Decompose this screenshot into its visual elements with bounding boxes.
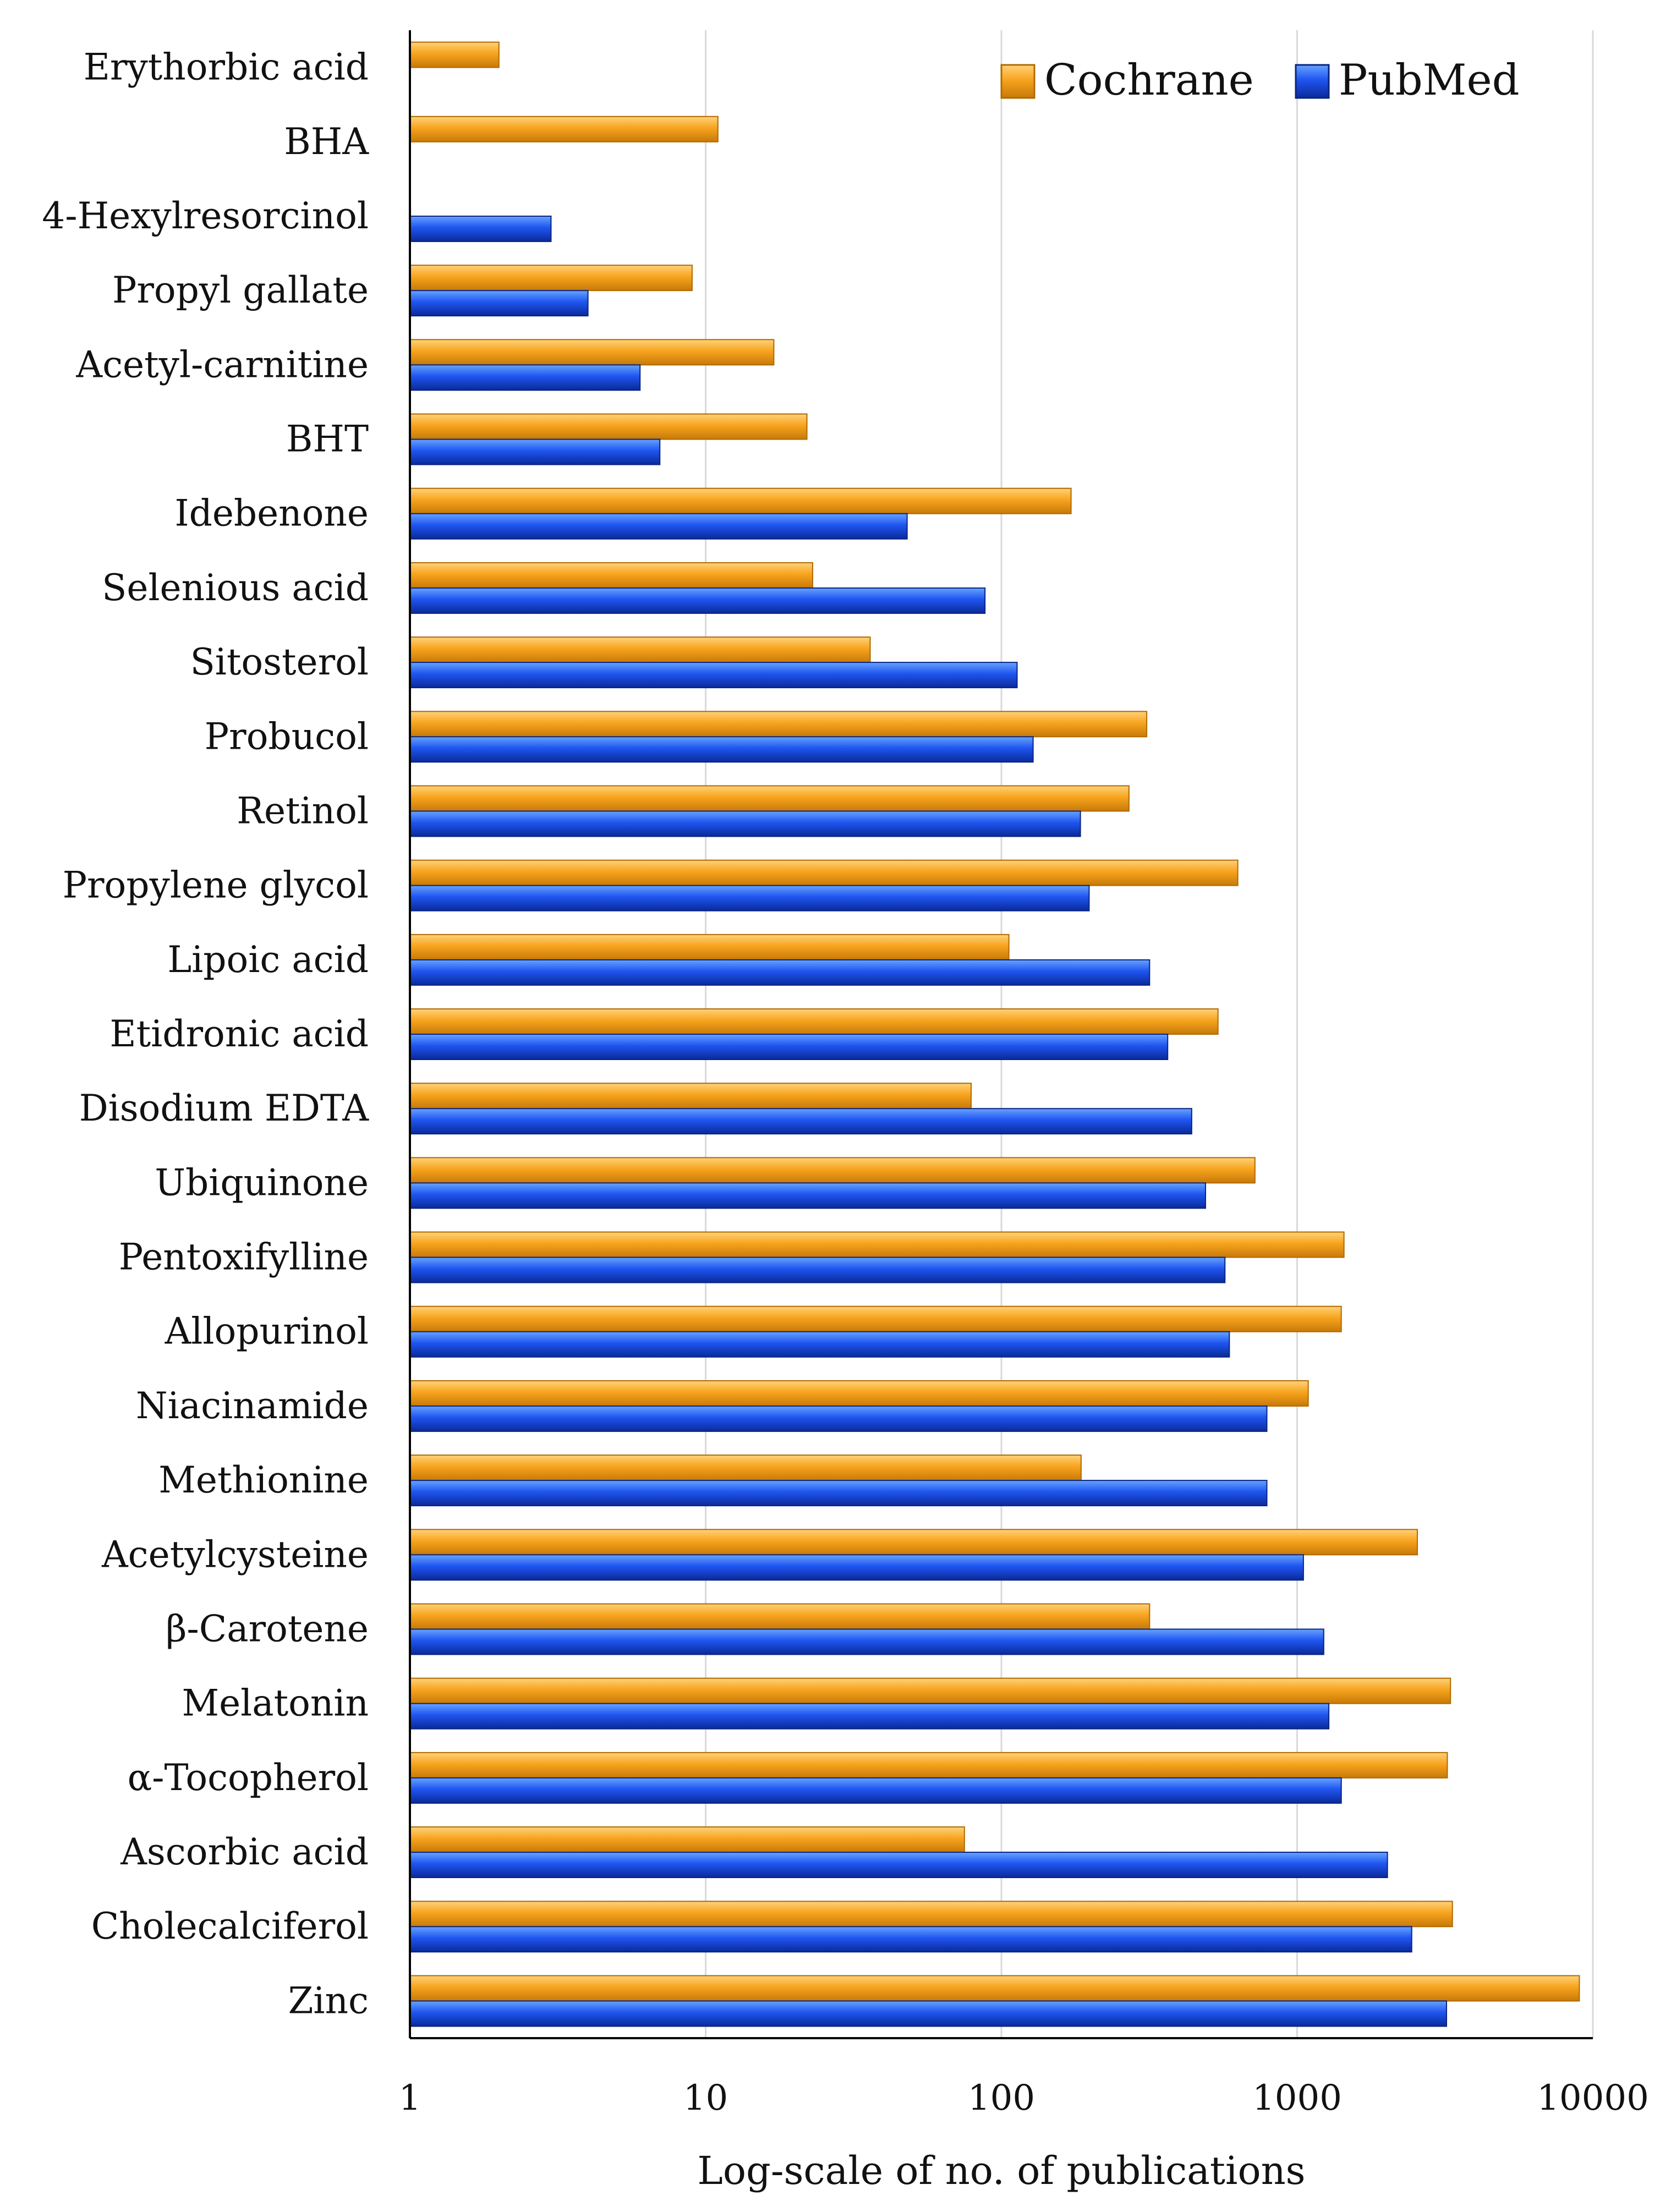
bar-pubmed-5 [409, 364, 641, 391]
category-labels: Erythorbic acid BHA 4-Hexylresorcinol Propy… [42, 46, 369, 2022]
bar-pubmed-6 [409, 438, 661, 465]
bar-pubmed-27 [409, 2000, 1448, 2027]
bar-pubmed-18 [409, 1331, 1230, 1358]
bar-cochrane-17 [409, 1231, 1345, 1258]
legend-label-cochrane: Cochrane [1044, 56, 1254, 105]
legend: Cochrane PubMed [1000, 56, 1520, 105]
bar-pubmed-17 [409, 1256, 1226, 1283]
bar-pubmed-8 [409, 587, 986, 614]
bar-pubmed-16 [409, 1182, 1206, 1209]
legend-label-pubmed: PubMed [1339, 56, 1520, 105]
bar-cochrane-24 [409, 1752, 1448, 1779]
category-label: Propyl gallate [112, 269, 369, 311]
category-label: Selenious acid [102, 567, 369, 609]
x-tick-label: 100 [968, 2078, 1035, 2118]
bar-cochrane-20 [409, 1454, 1082, 1481]
category-label: Zinc [288, 1979, 369, 2022]
bar-cochrane-14 [409, 1008, 1219, 1035]
x-tick-labels: 1 10 100 1000 10000 [399, 2078, 1649, 2118]
bar-cochrane-4 [409, 265, 693, 292]
bar-cochrane-18 [409, 1305, 1342, 1332]
bar-pubmed-23 [409, 1703, 1330, 1730]
category-label: Ubiquinone [155, 1161, 369, 1204]
bar-cochrane-6 [409, 413, 808, 440]
bar-cochrane-7 [409, 487, 1072, 514]
category-label: α-Tocopherol [128, 1757, 369, 1799]
bar-cochrane-5 [409, 339, 775, 366]
bar-cochrane-26 [409, 1901, 1453, 1928]
category-label: BHA [284, 120, 369, 163]
category-label: Etidronic acid [109, 1013, 369, 1055]
bar-cochrane-11 [409, 785, 1130, 812]
bar-pubmed-13 [409, 959, 1151, 986]
bar-pubmed-9 [409, 662, 1018, 689]
bar-pubmed-21 [409, 1554, 1304, 1581]
bar-cochrane-13 [409, 934, 1010, 960]
bar-pubmed-11 [409, 810, 1081, 837]
x-tick-label: 10 [683, 2078, 728, 2118]
bar-pubmed-3 [409, 215, 552, 242]
bar-pubmed-24 [409, 1777, 1342, 1804]
category-label: Acetylcysteine [101, 1533, 369, 1576]
category-label: Erythorbic acid [84, 46, 369, 89]
bar-cochrane-9 [409, 636, 871, 663]
bar-cochrane-27 [409, 1975, 1580, 2002]
category-label: Acetyl-carnitine [75, 343, 369, 386]
bar-pubmed-14 [409, 1034, 1169, 1060]
category-label: Pentoxifylline [119, 1236, 369, 1278]
bar-cochrane-2 [409, 116, 719, 142]
bar-pubmed-20 [409, 1480, 1268, 1507]
bar-cochrane-16 [409, 1157, 1256, 1184]
bar-cochrane-25 [409, 1826, 965, 1853]
bar-cochrane-1 [409, 41, 500, 68]
x-axis-title: Log-scale of no. of publications [697, 2148, 1305, 2193]
bar-cochrane-15 [409, 1083, 972, 1110]
category-label: Allopurinol [165, 1310, 369, 1353]
bar-cochrane-8 [409, 562, 813, 589]
category-label: Methionine [158, 1459, 369, 1501]
category-label: Retinol [237, 789, 369, 832]
bar-cochrane-10 [409, 711, 1148, 738]
bar-cochrane-22 [409, 1603, 1151, 1630]
x-tick-label: 10000 [1537, 2078, 1649, 2118]
category-label: Idebenone [175, 492, 369, 535]
bars [409, 41, 1580, 2027]
bar-cochrane-21 [409, 1529, 1418, 1556]
x-tick-label: 1000 [1252, 2078, 1342, 2118]
bar-pubmed-10 [409, 736, 1034, 763]
bar-cochrane-19 [409, 1380, 1309, 1407]
category-label: Sitosterol [190, 641, 369, 683]
category-label: Probucol [205, 715, 369, 758]
x-tick-label: 1 [399, 2078, 421, 2118]
bar-pubmed-15 [409, 1108, 1192, 1135]
legend-swatch-cochrane [1000, 64, 1036, 99]
category-label: Lipoic acid [167, 938, 369, 981]
category-label: Melatonin [182, 1682, 369, 1725]
bar-pubmed-19 [409, 1405, 1268, 1432]
bar-pubmed-26 [409, 1926, 1412, 1953]
category-label: Cholecalciferol [91, 1905, 369, 1947]
bar-pubmed-7 [409, 513, 908, 540]
bar-cochrane-23 [409, 1677, 1451, 1704]
category-label: Niacinamide [136, 1385, 369, 1427]
bar-cochrane-12 [409, 859, 1239, 886]
category-label: Disodium EDTA [79, 1087, 370, 1129]
category-label: β-Carotene [166, 1607, 369, 1650]
bar-pubmed-22 [409, 1628, 1324, 1655]
bar-pubmed-4 [409, 290, 589, 317]
axes [409, 30, 1593, 2039]
category-label: 4-Hexylresorcinol [42, 195, 369, 237]
category-label: Propylene glycol [63, 864, 369, 907]
category-label: Ascorbic acid [120, 1831, 369, 1873]
bar-pubmed-12 [409, 885, 1090, 912]
category-label: BHT [286, 418, 369, 460]
legend-swatch-pubmed [1295, 64, 1330, 99]
bar-pubmed-25 [409, 1852, 1388, 1879]
